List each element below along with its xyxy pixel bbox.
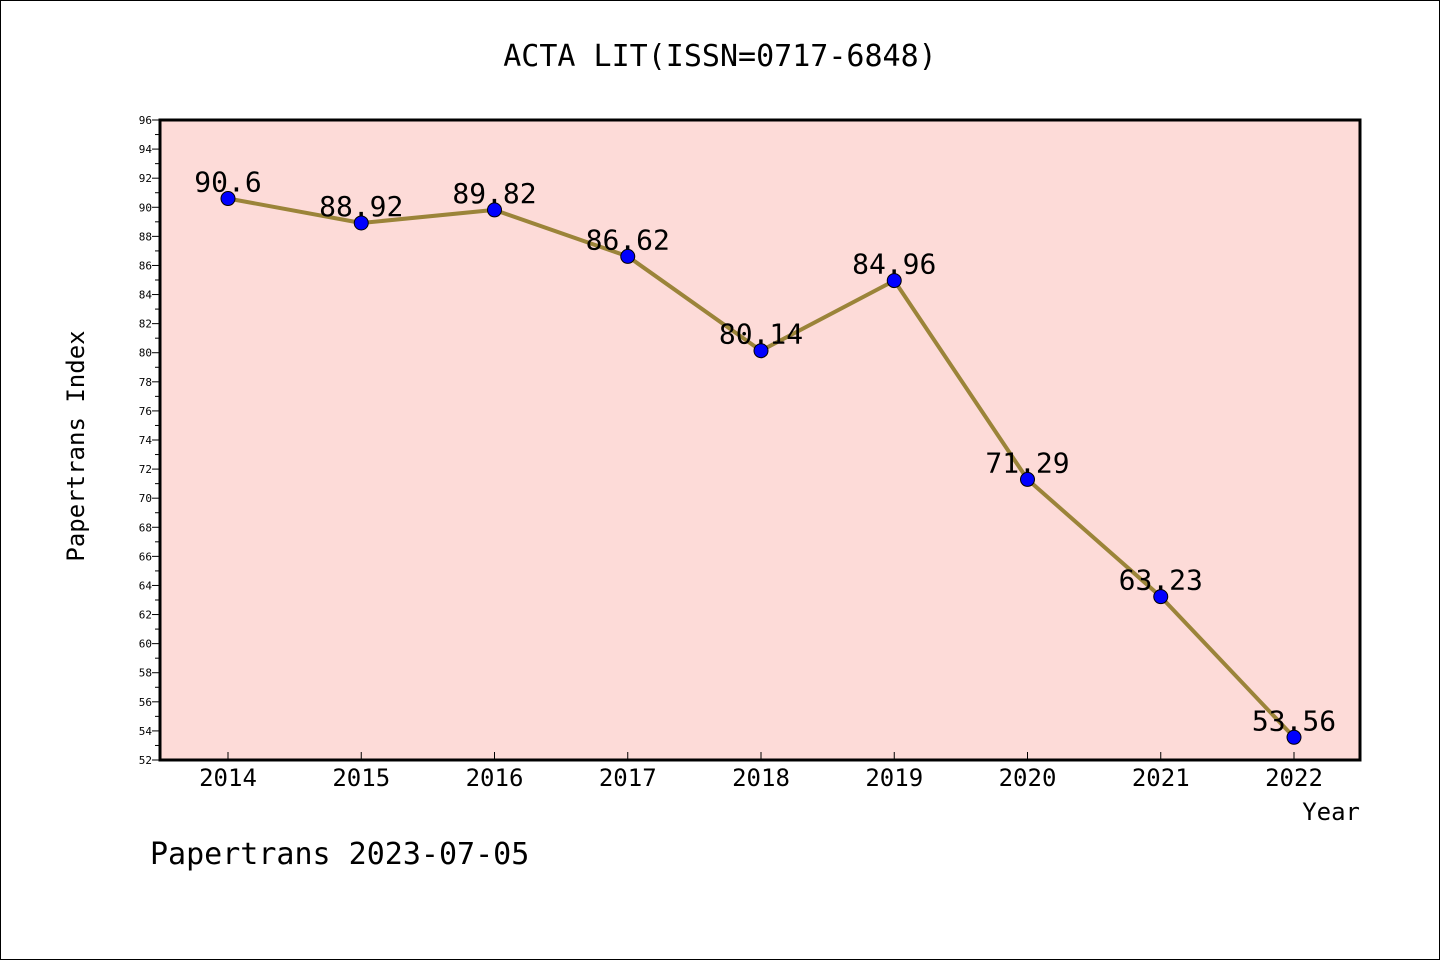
data-label-2019: 84.96 <box>852 248 936 281</box>
y-tick-label: 86 <box>139 259 152 272</box>
y-tick-label: 74 <box>139 434 153 447</box>
y-tick-label: 54 <box>139 725 153 738</box>
y-axis-label: Papertrans Index <box>62 330 90 561</box>
y-tick-label: 90 <box>139 201 152 214</box>
y-tick-label: 58 <box>139 667 152 680</box>
y-tick-label: 96 <box>139 114 152 127</box>
data-label-2018: 80.14 <box>719 318 803 351</box>
data-point-2015 <box>353 215 369 231</box>
y-tick-label: 52 <box>139 754 152 767</box>
x-tick-label: 2016 <box>466 764 524 792</box>
data-labels: 90.6 88.92 89.82 86.62 80.14 84.96 71.29 63.23 5… <box>194 166 1336 738</box>
y-tick-label: 80 <box>139 347 152 360</box>
y-tick-label: 60 <box>139 638 152 651</box>
x-tick-label: 2015 <box>332 764 390 792</box>
y-tick-label: 84 <box>139 289 153 302</box>
y-tick-label: 94 <box>139 143 153 156</box>
x-tick-label: 2014 <box>199 764 257 792</box>
y-tick-label: 68 <box>139 521 152 534</box>
x-tick-label: 2018 <box>732 764 790 792</box>
data-point-2021 <box>1153 589 1169 605</box>
footer-text: Papertrans 2023-07-05 <box>150 837 529 872</box>
y-tick-label: 56 <box>139 696 152 709</box>
x-tick-label: 2017 <box>599 764 657 792</box>
y-axis-ticks: 52 54 56 58 60 62 64 66 68 70 72 74 76 78 80 82 84 86 88 90… <box>139 114 160 767</box>
y-tick-label: 92 <box>139 172 152 185</box>
data-point-2019 <box>886 273 902 289</box>
data-point-2022 <box>1286 729 1302 745</box>
data-point-2018 <box>753 343 769 359</box>
y-tick-label: 64 <box>139 579 153 592</box>
data-label-2016: 89.82 <box>452 177 536 210</box>
x-tick-label: 2021 <box>1132 764 1190 792</box>
data-point-2017 <box>620 248 636 264</box>
y-tick-label: 82 <box>139 318 152 331</box>
x-axis-label: Year <box>1302 798 1360 826</box>
plot-border <box>158 118 1362 762</box>
y-tick-label: 72 <box>139 463 152 476</box>
data-label-2017: 86.62 <box>586 223 670 256</box>
data-label-2020: 71.29 <box>985 446 1069 479</box>
y-tick-label: 62 <box>139 609 152 622</box>
y-tick-label: 70 <box>139 492 152 505</box>
y-tick-label: 66 <box>139 550 152 563</box>
y-tick-label: 76 <box>139 405 152 418</box>
data-label-2015: 88.92 <box>319 190 403 223</box>
y-tick-label: 88 <box>139 230 152 243</box>
x-tick-label: 2020 <box>999 764 1057 792</box>
x-axis-ticks: 2014 2015 2016 2017 2018 2019 2020 2021 2022 <box>199 752 1323 792</box>
data-point-2016 <box>487 202 502 218</box>
data-point-2020 <box>1020 471 1035 487</box>
x-tick-label: 2022 <box>1265 764 1323 792</box>
data-label-2021: 63.23 <box>1119 564 1203 597</box>
x-tick-label: 2019 <box>865 764 923 792</box>
series-markers <box>220 191 1302 745</box>
data-label-2022: 53.56 <box>1252 704 1336 737</box>
data-label-2014: 90.6 <box>194 166 261 199</box>
y-tick-label: 78 <box>139 376 152 389</box>
data-point-2014 <box>220 191 236 207</box>
chart-title: ACTA LIT(ISSN=0717-6848) <box>503 39 936 74</box>
